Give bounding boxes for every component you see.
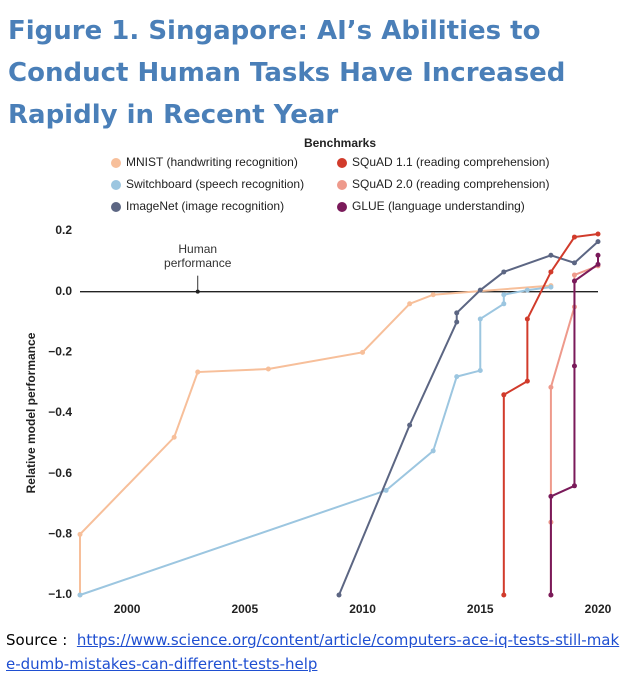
x-tick-label: 2010 — [349, 602, 376, 615]
y-tick-label: −0.4 — [48, 405, 72, 419]
legend-label: SQuAD 2.0 (reading comprehension) — [352, 177, 549, 191]
data-point — [383, 487, 389, 493]
y-tick-label: −0.6 — [48, 466, 72, 480]
data-point — [454, 310, 460, 316]
legend-marker — [111, 180, 121, 190]
source-link[interactable]: https://www.science.org/content/article/… — [6, 631, 620, 673]
data-point — [524, 378, 530, 384]
data-point — [571, 483, 577, 489]
data-point — [430, 448, 436, 454]
data-point — [454, 319, 460, 325]
data-point — [454, 374, 460, 380]
legend-marker — [337, 202, 347, 212]
y-tick-label: 0.0 — [55, 284, 72, 298]
data-point — [195, 369, 201, 375]
data-point — [77, 592, 83, 598]
data-point — [548, 252, 554, 258]
data-point — [548, 384, 554, 390]
data-point — [548, 493, 554, 499]
data-point — [595, 252, 601, 258]
data-point — [524, 287, 530, 293]
x-tick-label: 2000 — [114, 602, 141, 615]
series-line — [549, 255, 599, 595]
data-point — [501, 392, 507, 398]
y-axis-label: Relative model performance — [24, 332, 38, 493]
data-point — [336, 592, 342, 598]
legend-label: MNIST (handwriting recognition) — [126, 155, 298, 169]
data-point — [571, 234, 577, 240]
x-tick-label: 2005 — [231, 602, 258, 615]
series-line — [79, 286, 552, 596]
data-point — [407, 422, 413, 428]
series-line — [338, 240, 599, 596]
data-point — [171, 434, 177, 440]
figure-title: Figure 1. Singapore: AI’s Abilities to C… — [8, 16, 566, 130]
data-point — [501, 592, 507, 598]
legend-marker — [111, 158, 121, 168]
data-point — [477, 287, 483, 293]
source: Source : https://www.science.org/content… — [6, 628, 626, 676]
legend-marker — [337, 180, 347, 190]
legend-title: Benchmarks — [304, 136, 376, 150]
data-point — [430, 292, 436, 298]
legend-marker — [337, 158, 347, 168]
data-point — [501, 301, 507, 307]
data-point — [548, 284, 554, 290]
data-point — [548, 592, 554, 598]
legend-marker — [111, 202, 121, 212]
data-point — [524, 316, 530, 322]
data-point — [595, 239, 601, 245]
data-point — [571, 278, 577, 284]
data-point — [501, 269, 507, 275]
chart: Benchmarks Relative model performance 0.… — [24, 136, 612, 615]
data-point — [477, 316, 483, 322]
data-point — [501, 292, 507, 298]
data-point — [360, 349, 366, 355]
data-point — [595, 231, 601, 237]
data-point — [77, 531, 83, 537]
data-point — [595, 261, 601, 267]
y-tick-label: −0.2 — [48, 345, 72, 359]
annotation: Human performance — [164, 241, 232, 270]
data-point — [548, 269, 554, 275]
data-point — [571, 260, 577, 266]
y-tick-label: −0.8 — [48, 527, 72, 541]
y-tick-label: 0.2 — [55, 223, 72, 237]
legend-label: SQuAD 1.1 (reading comprehension) — [352, 155, 549, 169]
data-point — [265, 366, 271, 372]
data-point — [477, 368, 483, 374]
source-label: Source : — [6, 631, 68, 649]
annotation-point — [195, 289, 200, 294]
x-tick-label: 2015 — [467, 602, 494, 615]
legend-label: ImageNet (image recognition) — [126, 199, 284, 213]
legend-label: GLUE (language understanding) — [352, 199, 525, 213]
x-tick-label: 2020 — [585, 602, 612, 615]
data-point — [407, 301, 413, 307]
data-point — [571, 272, 577, 278]
y-tick-label: −1.0 — [48, 587, 72, 601]
data-point — [571, 363, 577, 369]
legend-label: Switchboard (speech recognition) — [126, 177, 304, 191]
